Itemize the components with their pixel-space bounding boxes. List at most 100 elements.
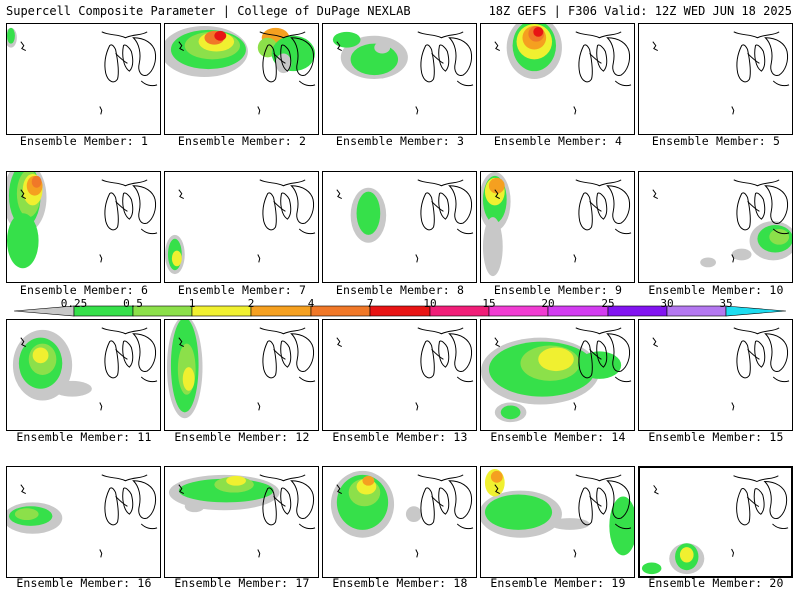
ensemble-member-panel-10[interactable]: [638, 171, 793, 283]
legend-swatch: [607, 305, 668, 317]
coastline: [115, 349, 128, 360]
coastline: [573, 549, 577, 558]
scp-contour: [700, 257, 716, 268]
coastline: [431, 496, 444, 507]
coastline: [754, 192, 766, 220]
coastline: [589, 201, 602, 212]
coastline: [262, 192, 277, 231]
coastline: [104, 44, 119, 83]
legend-swatch: [250, 305, 312, 317]
coastline: [614, 523, 632, 530]
coastline: [262, 340, 277, 379]
ensemble-member-panel-19[interactable]: [480, 466, 635, 578]
ensemble-member-panel-17[interactable]: [164, 466, 319, 578]
legend-swatch: [488, 305, 549, 317]
ensemble-member-panel-13[interactable]: [322, 319, 477, 431]
coastline: [336, 484, 342, 494]
coastline: [262, 44, 277, 83]
coastline: [606, 185, 631, 224]
scp-contour: [484, 494, 553, 530]
member-label: Ensemble Member: 8: [335, 283, 465, 297]
coastline: [731, 106, 735, 115]
member-label: Ensemble Member: 2: [177, 134, 307, 148]
legend-tick-label: 10: [423, 297, 437, 310]
scp-contour: [226, 475, 246, 486]
scp-contour: [182, 367, 195, 391]
ensemble-member-panel-6[interactable]: [6, 171, 161, 283]
coastline: [606, 480, 631, 519]
coastline: [733, 327, 780, 335]
coastline: [122, 487, 134, 515]
coastline: [273, 201, 286, 212]
coastline: [448, 185, 473, 224]
map-title: Supercell Composite Parameter | College …: [6, 4, 411, 18]
ensemble-member-panel-18[interactable]: [322, 466, 477, 578]
ensemble-member-panel-7[interactable]: [164, 171, 319, 283]
coastline: [575, 179, 622, 187]
legend-tick-label: 7: [366, 297, 374, 310]
coastline: [575, 327, 622, 335]
scp-contour: [731, 248, 752, 261]
scp-contour: [14, 508, 39, 521]
coastline: [99, 254, 103, 263]
scp-contour: [533, 26, 544, 37]
scp-contour: [679, 547, 694, 563]
scp-contour: [52, 380, 92, 397]
coastline: [104, 487, 119, 526]
coastline: [614, 228, 632, 235]
ensemble-member-panel-8[interactable]: [322, 171, 477, 283]
ensemble-member-panel-1[interactable]: [6, 23, 161, 135]
legend-tick-label: 1: [188, 297, 196, 310]
member-map: [481, 468, 634, 558]
coastline: [257, 402, 261, 411]
coastline: [259, 31, 306, 39]
ensemble-member-panel-11[interactable]: [6, 319, 161, 431]
coastline: [262, 487, 277, 526]
coastline: [122, 192, 134, 220]
ensemble-member-panel-3[interactable]: [322, 23, 477, 135]
scp-contour: [405, 506, 422, 522]
member-map: [7, 474, 158, 558]
coastline: [431, 53, 444, 64]
coastline: [652, 337, 658, 347]
coastline: [104, 192, 119, 231]
coastline: [652, 41, 658, 51]
coastline: [764, 37, 789, 76]
coastline: [273, 53, 286, 64]
coastline: [614, 80, 632, 87]
coastline: [736, 340, 751, 379]
coastline: [132, 185, 157, 224]
ensemble-member-panel-15[interactable]: [638, 319, 793, 431]
member-map: [336, 327, 474, 411]
coastline: [257, 106, 261, 115]
coastline: [115, 496, 128, 507]
ensemble-member-panel-9[interactable]: [480, 171, 635, 283]
coastline: [772, 376, 790, 383]
ensemble-member-panel-16[interactable]: [6, 466, 161, 578]
coastline: [115, 53, 128, 64]
ensemble-member-panel-5[interactable]: [638, 23, 793, 135]
ensemble-member-panel-20[interactable]: [638, 466, 793, 578]
coastline: [494, 189, 500, 199]
ensemble-member-panel-2[interactable]: [164, 23, 319, 135]
coastline: [731, 402, 735, 411]
coastline: [140, 228, 158, 235]
scp-contour: [769, 228, 790, 245]
coastline: [733, 475, 779, 483]
coastline: [431, 201, 444, 212]
ensemble-member-panel-4[interactable]: [480, 23, 635, 135]
member-map: [332, 31, 474, 115]
coastline: [772, 523, 789, 530]
coastline: [578, 44, 593, 83]
legend-swatch: [310, 305, 371, 317]
ensemble-member-panel-12[interactable]: [164, 319, 319, 431]
coastline: [733, 179, 780, 187]
ensemble-member-panel-14[interactable]: [480, 319, 635, 431]
scp-contour: [550, 518, 590, 530]
coastline: [736, 192, 751, 231]
legend-tick-label: 30: [660, 297, 674, 310]
member-label: Ensemble Member: 5: [651, 134, 781, 148]
member-map: [165, 179, 316, 275]
coastline: [589, 496, 602, 507]
coastline: [417, 31, 464, 39]
